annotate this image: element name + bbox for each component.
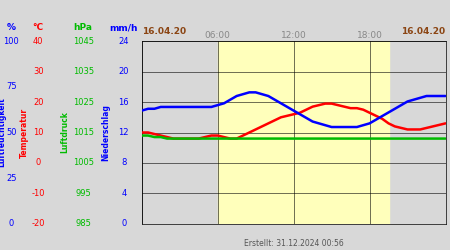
Text: 8: 8 bbox=[121, 158, 126, 168]
Text: 995: 995 bbox=[76, 189, 91, 198]
Text: 1015: 1015 bbox=[73, 128, 94, 137]
Text: 985: 985 bbox=[75, 219, 91, 228]
Text: 1045: 1045 bbox=[73, 37, 94, 46]
Text: 30: 30 bbox=[33, 67, 44, 76]
Text: 16: 16 bbox=[118, 98, 129, 106]
Text: hPa: hPa bbox=[74, 24, 93, 32]
Text: 10: 10 bbox=[33, 128, 44, 137]
Text: Temperatur: Temperatur bbox=[20, 108, 29, 158]
Text: Luftdruck: Luftdruck bbox=[61, 112, 70, 154]
Bar bbox=[218, 41, 388, 224]
Text: 4: 4 bbox=[121, 189, 126, 198]
Text: Luftfeuchtigkeit: Luftfeuchtigkeit bbox=[0, 98, 6, 168]
Text: 1025: 1025 bbox=[73, 98, 94, 106]
Text: 0: 0 bbox=[36, 158, 41, 168]
Text: Niederschlag: Niederschlag bbox=[101, 104, 110, 161]
Text: %: % bbox=[7, 24, 16, 32]
Text: °C: °C bbox=[33, 24, 44, 32]
Text: 50: 50 bbox=[6, 128, 17, 137]
Text: 100: 100 bbox=[4, 37, 19, 46]
Text: -20: -20 bbox=[32, 219, 45, 228]
Text: 12: 12 bbox=[118, 128, 129, 137]
Text: mm/h: mm/h bbox=[109, 24, 138, 32]
Text: 0: 0 bbox=[9, 219, 14, 228]
Text: -10: -10 bbox=[32, 189, 45, 198]
Text: 16.04.20: 16.04.20 bbox=[401, 27, 446, 36]
Text: 0: 0 bbox=[121, 219, 126, 228]
Text: 40: 40 bbox=[33, 37, 44, 46]
Text: 1035: 1035 bbox=[73, 67, 94, 76]
Text: 24: 24 bbox=[118, 37, 129, 46]
Text: 1005: 1005 bbox=[73, 158, 94, 168]
Text: 75: 75 bbox=[6, 82, 17, 91]
Text: 20: 20 bbox=[118, 67, 129, 76]
Text: 25: 25 bbox=[6, 174, 17, 182]
Text: 16.04.20: 16.04.20 bbox=[142, 27, 186, 36]
Text: 20: 20 bbox=[33, 98, 44, 106]
Text: Erstellt: 31.12.2024 00:56: Erstellt: 31.12.2024 00:56 bbox=[244, 238, 343, 248]
